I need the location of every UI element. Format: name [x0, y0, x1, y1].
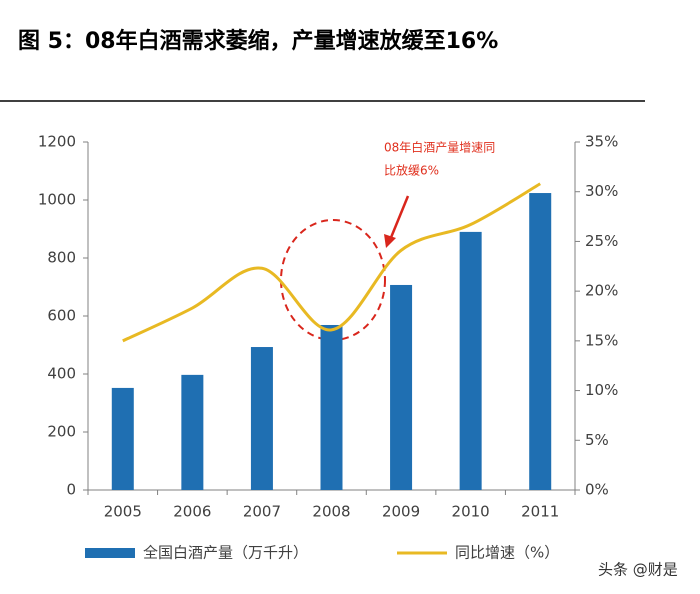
bar — [529, 193, 552, 491]
legend-label: 全国白酒产量（万千升） — [143, 544, 308, 562]
y2-tick-label: 5% — [585, 431, 609, 449]
y2-tick-label: 35% — [585, 133, 618, 151]
x-tick-label: 2006 — [173, 503, 211, 521]
y2-tick-label: 20% — [585, 282, 618, 300]
bar — [320, 324, 343, 490]
watermark: 头条 @财是 — [598, 561, 678, 579]
x-tick-label: 2011 — [521, 503, 559, 521]
y-tick-label: 200 — [47, 423, 76, 441]
annotation: 比放缓6% — [384, 163, 439, 178]
y-tick-label: 800 — [47, 249, 76, 267]
legend-swatch — [85, 548, 135, 558]
chart-title: 图 5：08年白酒需求萎缩，产量增速放缓至16% — [18, 28, 498, 54]
arrow-head — [384, 234, 396, 248]
bar — [250, 347, 273, 490]
x-tick-label: 2009 — [382, 503, 420, 521]
bar — [459, 231, 482, 490]
y-tick-label: 400 — [47, 365, 76, 383]
x-tick-label: 2008 — [312, 503, 350, 521]
y-tick-label: 600 — [47, 307, 76, 325]
y-tick-label: 1000 — [38, 191, 76, 209]
y2-tick-label: 25% — [585, 232, 618, 250]
x-tick-label: 2010 — [452, 503, 490, 521]
highlight-circle — [280, 219, 386, 341]
legend-label: 同比增速（%） — [455, 544, 559, 562]
line — [122, 182, 541, 343]
annotation-arrow — [388, 195, 410, 241]
y-tick-label: 0 — [66, 481, 76, 499]
annotation: 08年白酒产量增速同 — [384, 140, 495, 155]
x-tick-label: 2007 — [243, 503, 281, 521]
y2-tick-label: 15% — [585, 331, 618, 349]
bar — [181, 374, 204, 490]
y2-tick-label: 30% — [585, 182, 618, 200]
y2-tick-label: 0% — [585, 481, 609, 499]
bar — [390, 284, 413, 490]
bar — [111, 387, 134, 490]
x-tick-label: 2005 — [104, 503, 142, 521]
y2-tick-label: 10% — [585, 381, 618, 399]
y-tick-label: 1200 — [38, 133, 76, 151]
